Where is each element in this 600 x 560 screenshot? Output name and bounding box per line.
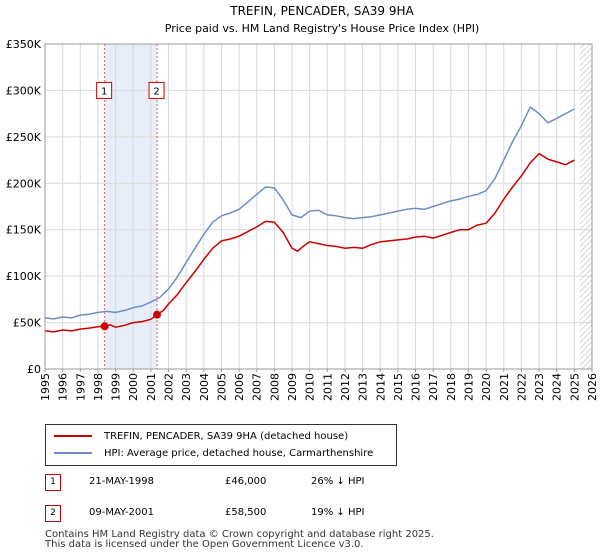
sale-point <box>100 322 109 331</box>
x-tick-label: 1995 <box>39 373 52 401</box>
x-tick-label: 2000 <box>127 373 140 401</box>
y-tick-label: £150K <box>6 224 42 237</box>
transaction-date: 21-MAY-1998 <box>89 476 155 487</box>
property-price-line <box>44 152 575 333</box>
marker-label: 2 <box>153 86 159 97</box>
x-tick-label: 2005 <box>215 373 228 401</box>
x-tick-label: 2015 <box>392 373 405 401</box>
transaction-badge: 1 <box>45 474 61 491</box>
shaded-range <box>104 44 158 369</box>
chart-legend: TREFIN, PENCADER, SA39 9HA (detached hou… <box>45 424 397 466</box>
x-tick-label: 2018 <box>445 373 458 401</box>
chart-subtitle: Price paid vs. HM Land Registry's House … <box>165 22 480 35</box>
x-tick-label: 2024 <box>551 373 564 401</box>
hpi-line <box>44 106 575 320</box>
x-tick-label: 1997 <box>74 373 87 401</box>
y-tick-label: £0 <box>27 363 41 376</box>
y-tick-label: £350K <box>6 38 42 51</box>
marker-label: 1 <box>101 86 107 97</box>
marker-label-box <box>148 81 165 99</box>
legend-label-property: TREFIN, PENCADER, SA39 9HA (detached hou… <box>104 431 349 442</box>
legend-entry-property: TREFIN, PENCADER, SA39 9HA (detached hou… <box>54 431 348 443</box>
x-tick-label: 1999 <box>110 373 123 401</box>
y-tick-label: £200K <box>6 177 42 190</box>
x-tick-label: 2012 <box>339 373 352 401</box>
x-tick-label: 1998 <box>92 373 105 401</box>
y-tick-label: £300K <box>6 84 42 97</box>
transaction-price: £46,000 <box>225 476 267 487</box>
x-tick-label: 2020 <box>480 373 493 401</box>
x-tick-label: 2025 <box>568 373 581 401</box>
forecast-region <box>579 44 592 369</box>
x-tick-label: 2003 <box>180 373 193 401</box>
x-tick-label: 2023 <box>533 373 546 401</box>
footer-attribution: Contains HM Land Registry data © Crown c… <box>45 530 434 550</box>
x-tick-label: 2014 <box>374 373 387 401</box>
legend-label-hpi: HPI: Average price, detached house, Carm… <box>104 448 374 459</box>
x-tick-label: 2009 <box>286 373 299 401</box>
plot-border <box>44 43 593 370</box>
footer-line-2: This data is licensed under the Open Gov… <box>45 539 364 550</box>
sale-point <box>153 310 162 319</box>
marker-label-box <box>96 81 113 99</box>
transaction-hpi-diff: 26% ↓ HPI <box>311 476 365 487</box>
transaction-price: £58,500 <box>225 507 267 518</box>
footer-line-1: Contains HM Land Registry data © Crown c… <box>45 529 434 540</box>
x-tick-label: 2021 <box>498 373 511 401</box>
x-tick-label: 2002 <box>163 373 176 401</box>
legend-swatch-blue <box>54 452 92 454</box>
transaction-badge: 2 <box>45 505 61 522</box>
y-tick-label: £100K <box>6 270 42 283</box>
x-tick-label: 2007 <box>251 373 264 401</box>
transaction-date: 09-MAY-2001 <box>89 507 155 518</box>
x-tick-label: 2016 <box>410 373 423 401</box>
x-tick-label: 2017 <box>427 373 440 401</box>
price-chart: TREFIN, PENCADER, SA39 9HA Price paid vs.… <box>6 4 599 401</box>
x-tick-label: 2006 <box>233 373 246 401</box>
x-tick-label: 2008 <box>268 373 281 401</box>
x-tick-label: 2004 <box>198 373 211 401</box>
y-tick-label: £50K <box>13 317 42 330</box>
x-tick-label: 1996 <box>57 373 70 401</box>
y-tick-label: £250K <box>6 131 42 144</box>
x-tick-label: 2019 <box>462 373 475 401</box>
x-tick-label: 2010 <box>304 373 317 401</box>
legend-entry-hpi: HPI: Average price, detached house, Carm… <box>54 448 373 460</box>
chart-title: TREFIN, PENCADER, SA39 9HA <box>229 4 414 18</box>
x-tick-label: 2022 <box>515 373 528 401</box>
x-tick-label: 2011 <box>321 373 334 401</box>
transaction-hpi-diff: 19% ↓ HPI <box>311 507 365 518</box>
legend-swatch-red <box>54 435 92 437</box>
x-tick-label: 2001 <box>145 373 158 401</box>
x-tick-label: 2013 <box>357 373 370 401</box>
x-tick-label: 2026 <box>586 373 599 401</box>
